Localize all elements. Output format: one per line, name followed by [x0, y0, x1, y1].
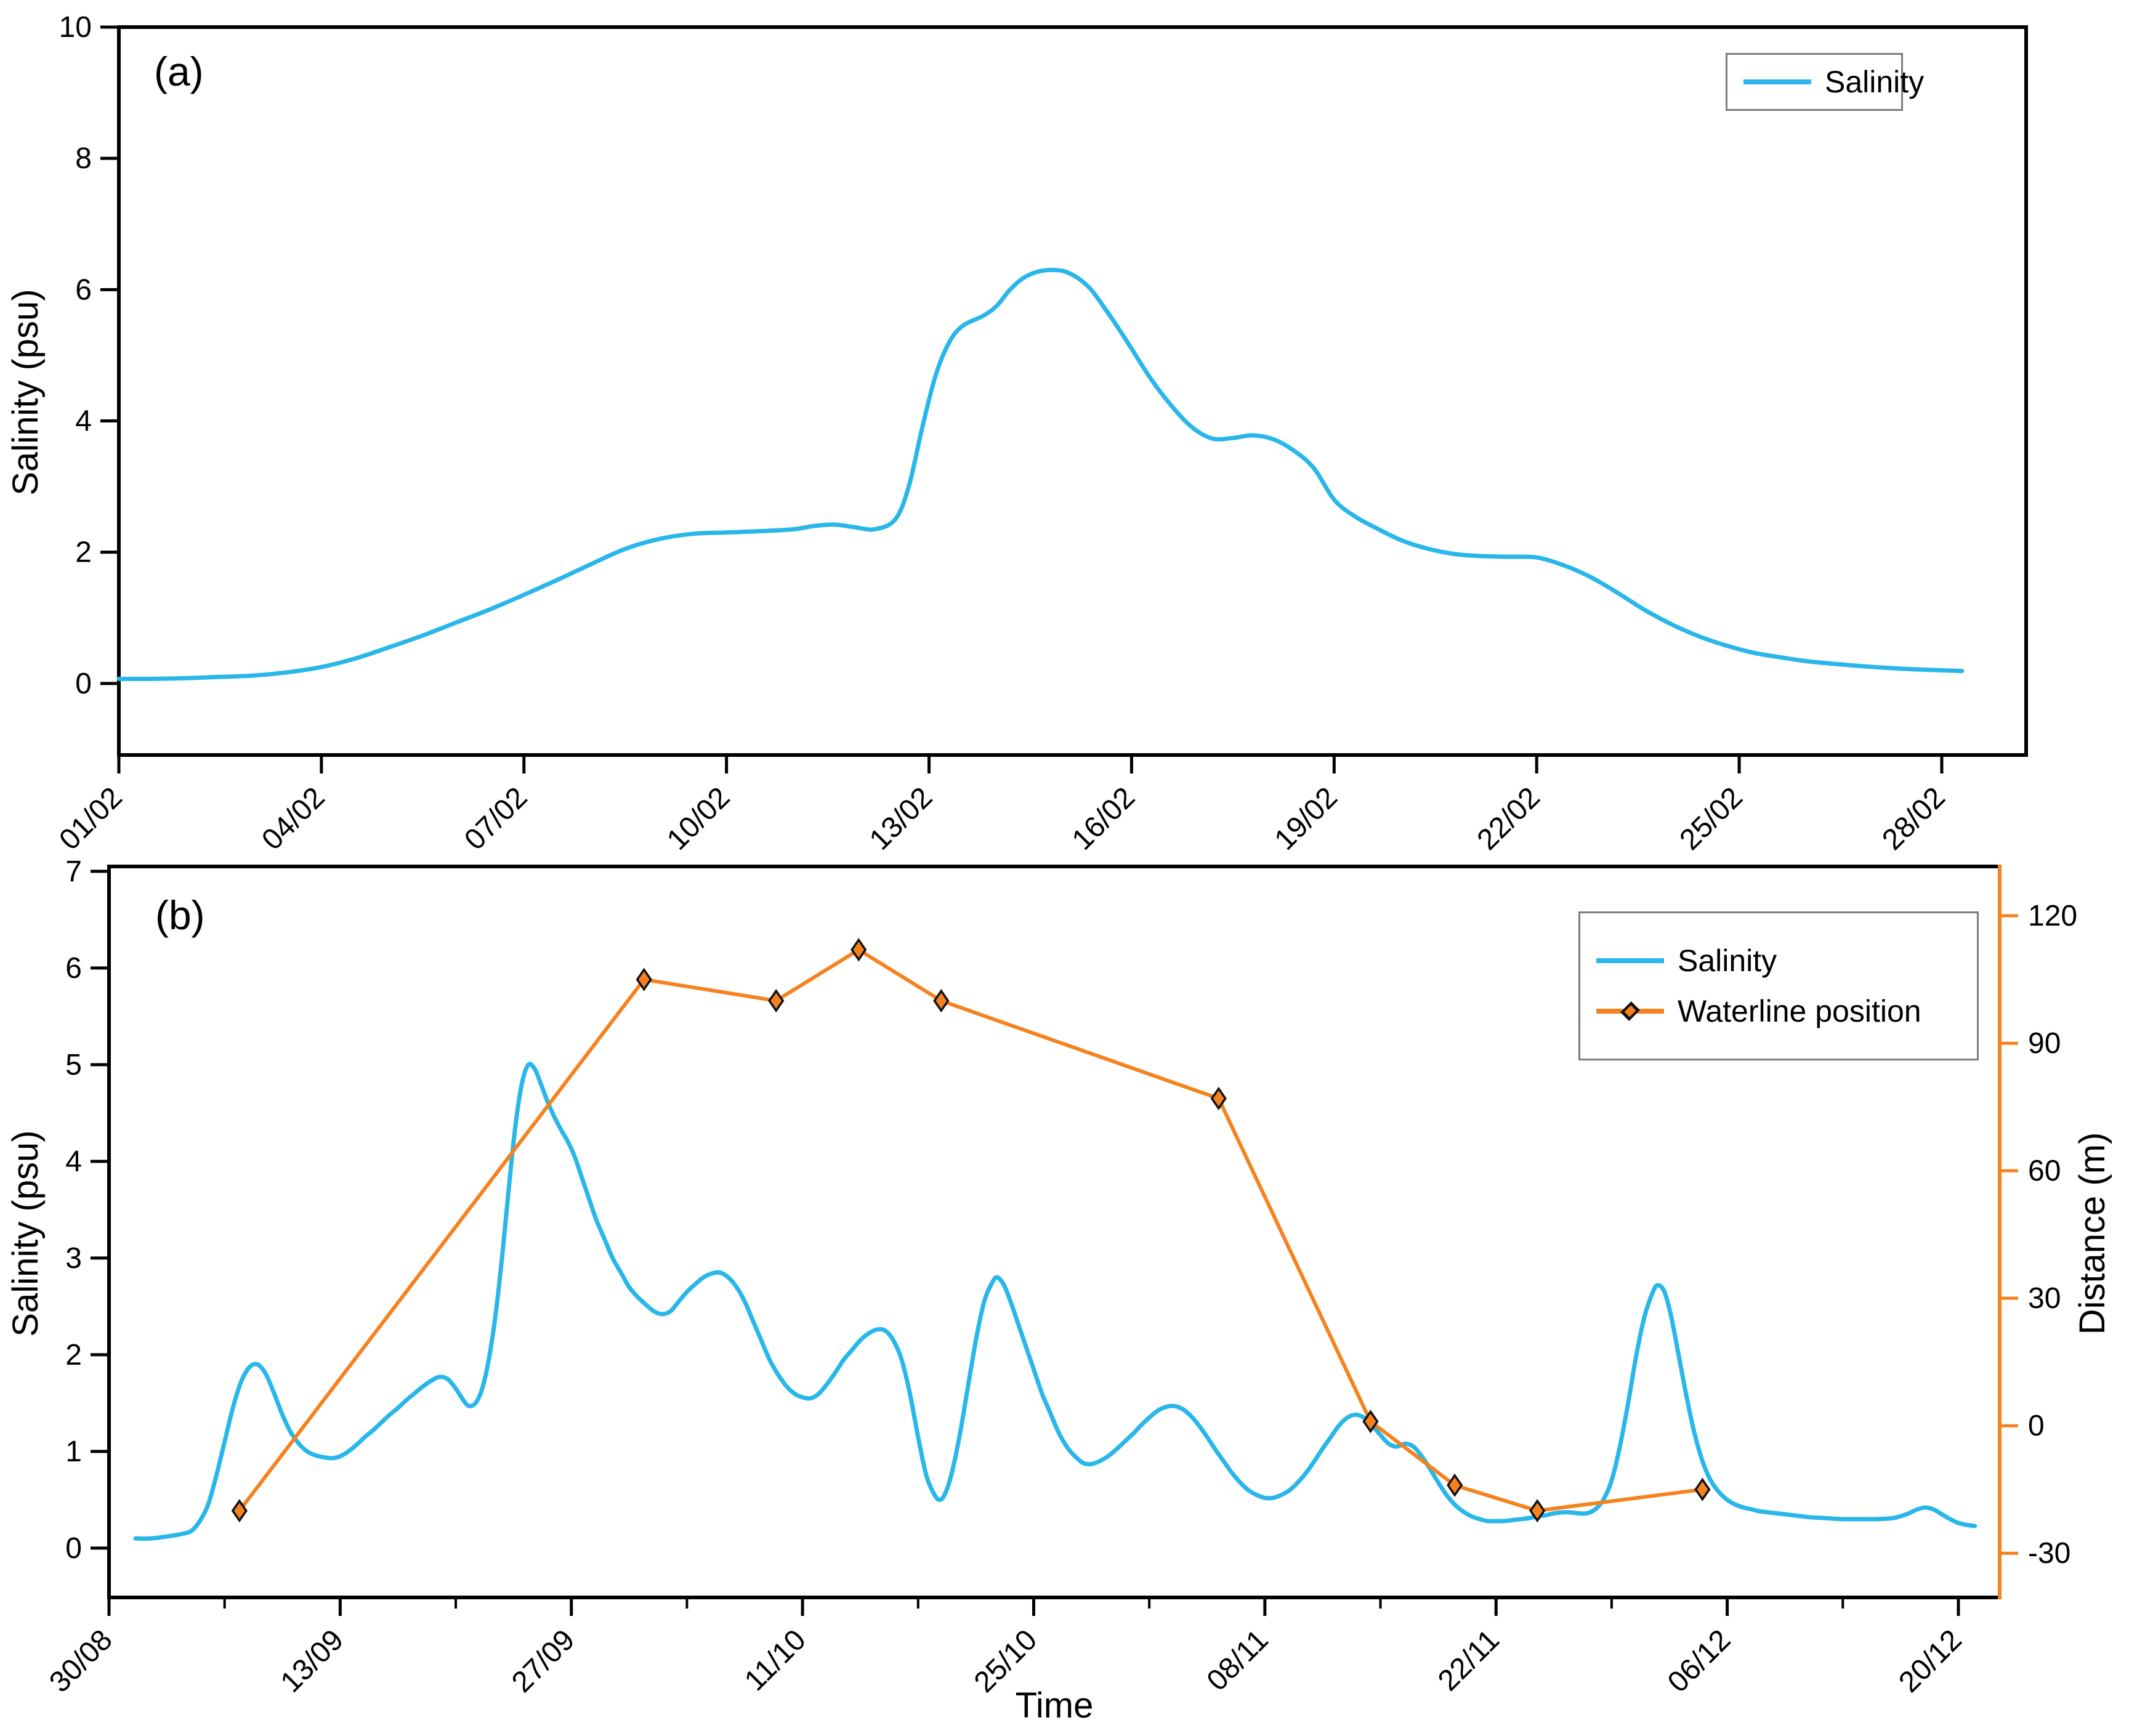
panel-b-right-tick-label: -30: [2028, 1537, 2070, 1570]
panel-b-x-tick-label: 11/10: [738, 1623, 812, 1697]
panel-a-y-tick-label: 0: [75, 668, 92, 700]
legend-row-waterline: Waterline position: [1596, 994, 1961, 1028]
waterline-line-swatch: [1596, 1001, 1664, 1021]
panel-a-y-tick-label: 6: [75, 273, 92, 306]
panel-a-x-tick-label: 19/02: [1269, 781, 1344, 856]
panel-b-y-tick-label: 3: [65, 1242, 82, 1275]
panel-a-x-tick-label: 07/02: [458, 781, 533, 856]
waterline-diamond-icon: [1620, 1001, 1640, 1021]
panel-b-x-axis-title: Time: [1015, 1686, 1094, 1726]
panel-b-y-tick-label: 0: [65, 1532, 82, 1565]
panel-b-x-tick-label: 13/09: [275, 1623, 350, 1698]
panel-b-y-tick-label: 7: [65, 855, 82, 888]
panel-b-right-tick-label: 60: [2028, 1155, 2061, 1187]
legend-label-waterline: Waterline position: [1678, 994, 1921, 1028]
salinity-line-swatch-b: [1596, 958, 1664, 963]
panel-b-x-tick-label: 30/08: [43, 1623, 118, 1698]
waterline-marker: [850, 938, 867, 962]
salinity-line-panel-b: [133, 1062, 1977, 1541]
panel-a-x-tick-label: 16/02: [1066, 781, 1141, 856]
salinity-line-swatch: [1743, 79, 1811, 84]
panel-a-label: (a): [154, 49, 204, 94]
panel-a-y-tick-label: 10: [59, 11, 92, 44]
panel-b-right-tick-label: 30: [2028, 1282, 2061, 1315]
legend-row-salinity-b: Salinity: [1596, 943, 1961, 978]
panel-a-x-tick-label: 01/02: [53, 781, 128, 856]
panel-b-x-tick-label: 06/12: [1662, 1623, 1737, 1698]
panel-b-x-tick-label: 27/09: [506, 1623, 581, 1698]
panel-a-y-tick-label: 8: [75, 142, 92, 175]
panel-a-x-tick-label: 28/02: [1876, 781, 1951, 856]
panel-a-legend: Salinity: [1726, 53, 1924, 111]
panel-a-x-tick-label: 10/02: [661, 781, 736, 856]
waterline-marker: [231, 1499, 248, 1523]
panel-b-y-tick-label: 1: [65, 1435, 82, 1468]
panel-b-label: (b): [155, 892, 205, 938]
panel-b-y-axis-title: Salinity (psu): [6, 1130, 46, 1337]
salinity-line-icon: [1596, 958, 1664, 963]
panel-a-x-tick-label: 22/02: [1471, 781, 1546, 856]
panel-a-x-tick-label: 04/02: [256, 781, 331, 856]
salinity-line-icon: [1743, 79, 1811, 84]
panel-b-right-tick-label: 0: [2028, 1410, 2045, 1442]
legend-label-salinity: Salinity: [1825, 65, 1925, 99]
panel-a-x-tick-label: 25/02: [1673, 781, 1748, 856]
panel-a-y-tick-label: 4: [75, 405, 92, 437]
waterline-marker: [933, 988, 950, 1013]
waterline-marker: [1447, 1473, 1463, 1497]
legend-row-salinity: Salinity: [1743, 65, 1924, 99]
panel-a-y-tick-label: 2: [75, 536, 92, 569]
panel-b-y-tick-label: 2: [65, 1339, 82, 1371]
panel-a-y-axis-title: Salinity (psu): [6, 289, 46, 496]
panel-b-y-tick-label: 5: [65, 1049, 82, 1081]
panel-b-legend: Salinity Waterline position: [1578, 911, 1979, 1060]
salinity-line-panel-a: [116, 267, 1965, 681]
panel-b-y-tick-label: 6: [65, 952, 82, 985]
panel-b-right-tick-label: 90: [2028, 1027, 2061, 1060]
waterline-marker: [768, 988, 785, 1013]
panel-b-right-tick-label: 120: [2028, 900, 2077, 932]
waterline-marker: [1210, 1086, 1227, 1110]
waterline-marker: [1362, 1410, 1379, 1434]
waterline-marker: [1694, 1477, 1711, 1501]
legend-label-salinity-b: Salinity: [1678, 943, 1777, 978]
waterline-marker: [1529, 1499, 1546, 1523]
panel-a-x-tick-label: 13/02: [863, 781, 939, 856]
waterline-line-panel-b: [238, 948, 1703, 1513]
panel-b-x-tick-label: 20/12: [1893, 1623, 1968, 1698]
panel-b-right-axis-title: Distance (m): [2072, 1132, 2112, 1335]
panel-b-y-tick-label: 4: [65, 1145, 82, 1178]
waterline-marker: [636, 967, 652, 991]
panel-b-x-tick-label: 22/11: [1432, 1623, 1506, 1697]
